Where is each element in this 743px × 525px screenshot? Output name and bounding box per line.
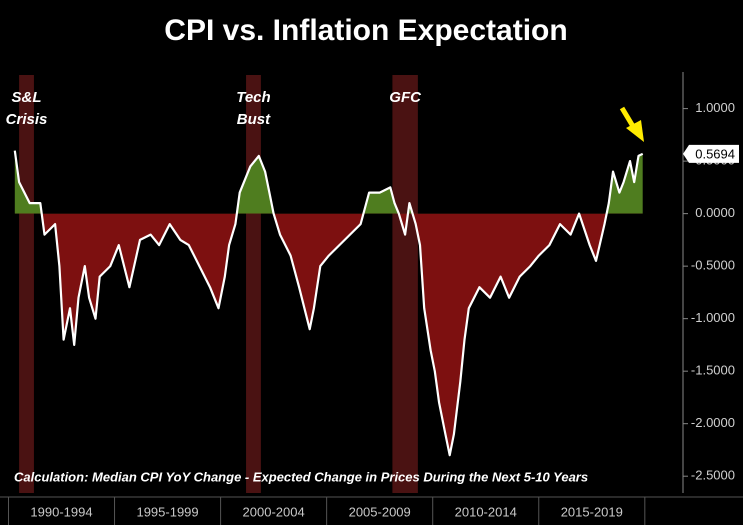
y-tick-label: -1.0000: [691, 310, 735, 325]
recession-label: S&L: [12, 89, 42, 106]
x-tick-label: 2010-2014: [455, 504, 517, 519]
series-line: [13, 150, 644, 457]
recession-band: [19, 75, 34, 493]
highlight-arrow: [619, 106, 644, 142]
last-value-label: 0.5694: [695, 146, 735, 161]
y-tick-label: -1.5000: [691, 363, 735, 378]
x-tick-label: 2015-2019: [561, 504, 623, 519]
x-tick-label: 1995-1999: [136, 504, 198, 519]
y-tick-label: 0.0000: [695, 205, 735, 220]
arrow-head: [626, 120, 644, 142]
last-value-tag: [683, 144, 739, 163]
recession-band: [246, 75, 261, 493]
y-tick-label: -2.5000: [691, 468, 735, 483]
chart-title: CPI vs. Inflation Expectation: [164, 14, 567, 47]
negative-area: [41, 213, 607, 456]
recession-label: Tech: [236, 89, 270, 106]
x-tick-label: 2000-2004: [243, 504, 305, 519]
recession-label: Bust: [237, 111, 271, 128]
y-tick-label: 1.0000: [695, 100, 735, 115]
recession-band: [392, 75, 418, 493]
recession-label: GFC: [389, 89, 422, 106]
x-tick-label: 1990-1994: [30, 504, 92, 519]
y-tick-label: -0.5000: [691, 258, 735, 273]
arrow-shaft: [619, 106, 637, 130]
recession-label: Crisis: [6, 111, 48, 128]
calculation-note: Calculation: Median CPI YoY Change - Exp…: [14, 469, 588, 484]
x-tick-label: 2005-2009: [349, 504, 411, 519]
y-tick-label: -2.0000: [691, 415, 735, 430]
